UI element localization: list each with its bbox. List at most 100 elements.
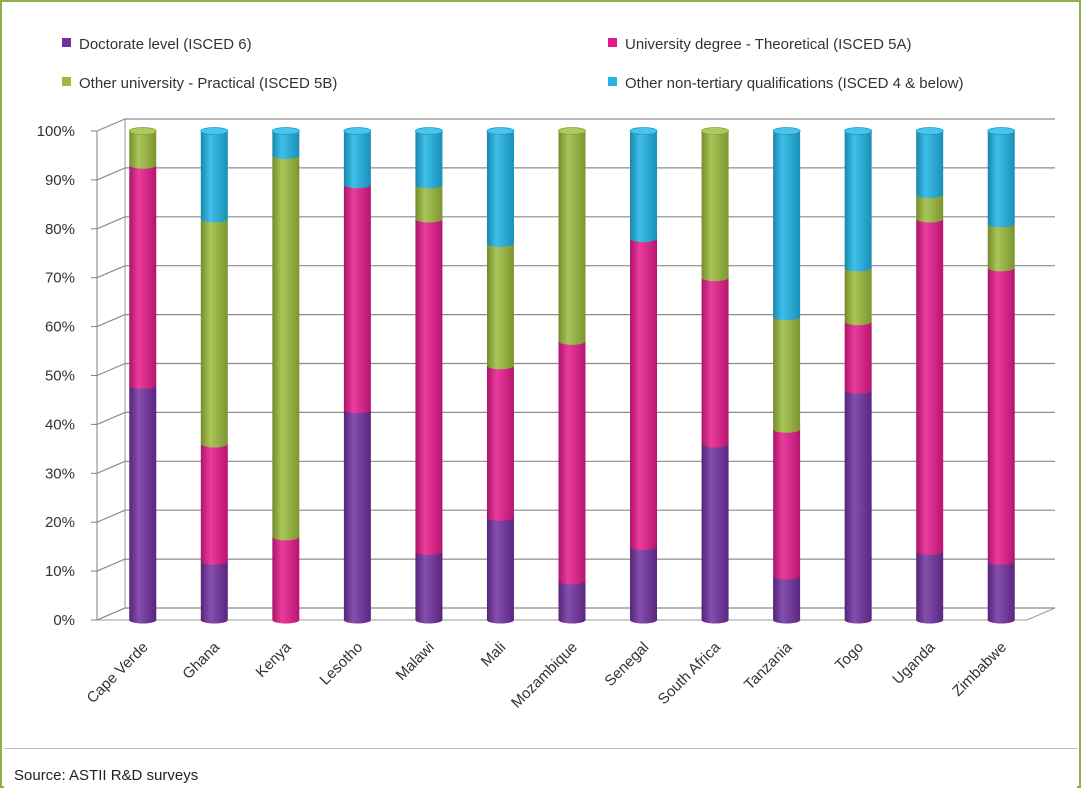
bar-body	[916, 194, 944, 223]
bar-body	[630, 131, 658, 243]
x-tick-label: Tanzania	[741, 638, 796, 693]
bar-body	[844, 390, 872, 624]
y-tick-label: 50%	[45, 368, 75, 385]
legend-swatch	[62, 77, 71, 86]
x-tick-label: Mali	[478, 639, 509, 670]
bar-body	[987, 131, 1015, 228]
bar-segment	[987, 561, 1015, 624]
legend-label: University degree - Theoretical (ISCED 5…	[625, 36, 912, 53]
bars-layer	[128, 127, 1016, 624]
bar-segment	[343, 184, 371, 414]
bar-segment	[486, 243, 514, 370]
gridline-side	[96, 607, 126, 621]
bar-body	[558, 580, 586, 624]
bar-body	[415, 131, 443, 189]
x-tick-label: South Africa	[655, 638, 725, 708]
x-tick-label: Uganda	[889, 638, 939, 688]
bar-segment	[415, 184, 443, 223]
bar-segment	[272, 536, 300, 624]
y-tick-label: 60%	[45, 319, 75, 336]
source-text: Source: ASTII R&D surveys	[14, 767, 199, 784]
bar-body	[486, 365, 514, 521]
x-tick-label: Mozambique	[508, 639, 581, 712]
bar-segment	[630, 238, 658, 551]
bar-body	[987, 561, 1015, 624]
legend-swatch	[608, 38, 617, 47]
bar-segment	[844, 390, 872, 624]
y-tick-label: 40%	[45, 416, 75, 433]
bar-segment	[415, 131, 443, 189]
bar-top-cap	[128, 127, 157, 135]
bar-segment	[129, 165, 157, 389]
gridline-side	[96, 411, 126, 425]
bar-segment	[916, 219, 944, 556]
bar-segment	[343, 131, 371, 189]
bar-body	[844, 131, 872, 272]
bar-body	[129, 131, 157, 169]
bar-body	[844, 267, 872, 326]
bar-segment	[701, 277, 729, 448]
bar-body	[558, 131, 586, 345]
bar-segment	[630, 131, 658, 243]
bar-body	[987, 267, 1015, 565]
gridline-side	[96, 509, 126, 523]
bar-segment	[200, 219, 228, 448]
bar-body	[701, 277, 729, 448]
bar-segment	[558, 580, 586, 624]
x-tick-label: Kenya	[253, 638, 296, 681]
gridline-side	[96, 362, 126, 377]
bar-top-cap	[772, 127, 801, 135]
legend-item: Doctorate level (ISCED 6)	[62, 36, 252, 53]
bar-segment	[773, 316, 801, 433]
bar-segment	[987, 223, 1015, 272]
bar-segment	[486, 365, 514, 521]
bar-top-cap	[343, 127, 372, 135]
bar-segment	[916, 194, 944, 223]
bar-body	[773, 316, 801, 433]
bar-top-cap	[987, 127, 1016, 135]
bar-body	[200, 219, 228, 448]
bar-top-cap	[271, 127, 300, 135]
bar-segment	[200, 131, 228, 223]
bar-segment	[486, 517, 514, 624]
bar-segment	[916, 551, 944, 624]
y-tick-label: 10%	[45, 563, 75, 580]
bar-body	[129, 385, 157, 624]
bar-segment	[415, 551, 443, 624]
bar-body	[486, 517, 514, 624]
bar-top-cap	[629, 127, 658, 135]
bar-segment	[272, 155, 300, 541]
bar-body	[773, 131, 801, 321]
bar-body	[200, 443, 228, 565]
bar-body	[916, 551, 944, 624]
x-tick-label: Ghana	[179, 638, 223, 682]
bar-body	[415, 551, 443, 624]
y-tick-label: 80%	[45, 221, 75, 238]
bar-body	[272, 155, 300, 541]
bar-segment	[129, 385, 157, 624]
bar-segment	[415, 219, 443, 556]
bar-body	[630, 546, 658, 624]
gridline-side	[96, 216, 126, 230]
legend-item: University degree - Theoretical (ISCED 5…	[608, 36, 912, 53]
y-tick-label: 100%	[37, 123, 75, 140]
x-tick-label: Togo	[832, 639, 867, 674]
bar-body	[486, 131, 514, 247]
bar-body	[630, 238, 658, 551]
bar-body	[343, 409, 371, 624]
x-tick-label: Cape Verde	[84, 639, 152, 707]
gridline-side	[96, 558, 126, 572]
bar-segment	[701, 443, 729, 624]
bar-segment	[630, 546, 658, 624]
bar-top-cap	[486, 127, 515, 135]
legend-label: Other university - Practical (ISCED 5B)	[79, 75, 338, 92]
bar-segment	[916, 131, 944, 199]
bar-body	[129, 165, 157, 389]
bar-segment	[701, 131, 729, 282]
stacked-bar-chart: 0% 10% 20% 30% 40% 50% 60% 70% 80% 90% 100% Cape Ve…	[37, 118, 1056, 712]
bar-body	[343, 131, 371, 189]
bar-segment	[343, 409, 371, 624]
x-tick-label: Senegal	[601, 639, 652, 690]
gridline-side	[96, 460, 126, 474]
